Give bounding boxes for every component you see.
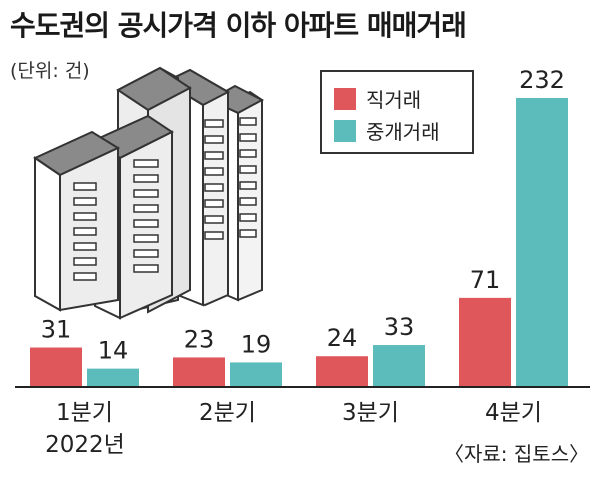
chart-baseline	[15, 386, 590, 388]
category-label-1: 1분기	[56, 400, 113, 426]
data-label-brokered-3: 33	[384, 313, 415, 341]
legend-item-direct: 직거래	[334, 84, 421, 113]
bar-brokered-1	[87, 368, 139, 386]
legend-item-brokered: 중개거래	[334, 116, 440, 145]
chart-title: 수도권의 공시가격 이하 아파트 매매거래	[10, 9, 467, 42]
legend-label-direct: 직거래	[366, 88, 422, 112]
bar-brokered-2	[230, 362, 282, 386]
unit-label: (단위: 건)	[10, 60, 90, 82]
bar-brokered-4	[516, 98, 568, 386]
legend-swatch-direct	[334, 87, 356, 110]
bar-direct-2	[173, 357, 225, 386]
chart-legend: 직거래 중개거래	[320, 70, 474, 154]
bar-direct-4	[459, 297, 511, 386]
legend-swatch-brokered	[334, 119, 356, 142]
category-label-4: 4분기	[485, 400, 542, 426]
bar-brokered-3	[373, 345, 425, 386]
category-label-3: 3분기	[342, 400, 399, 426]
category-label-2: 2분기	[199, 400, 256, 426]
data-label-direct-4: 71	[470, 266, 501, 294]
data-label-brokered-4: 232	[519, 66, 565, 94]
year-label: 2022년	[45, 432, 125, 458]
data-label-direct-2: 23	[184, 325, 215, 353]
bar-direct-1	[30, 347, 82, 386]
data-label-direct-3: 24	[327, 324, 358, 352]
bar-direct-3	[316, 356, 368, 386]
data-label-brokered-1: 14	[98, 337, 129, 365]
legend-label-brokered: 중개거래	[366, 120, 440, 144]
source-label: 〈자료: 집토스〉	[444, 442, 590, 466]
data-label-brokered-2: 19	[241, 330, 272, 358]
data-label-direct-1: 31	[41, 316, 72, 344]
